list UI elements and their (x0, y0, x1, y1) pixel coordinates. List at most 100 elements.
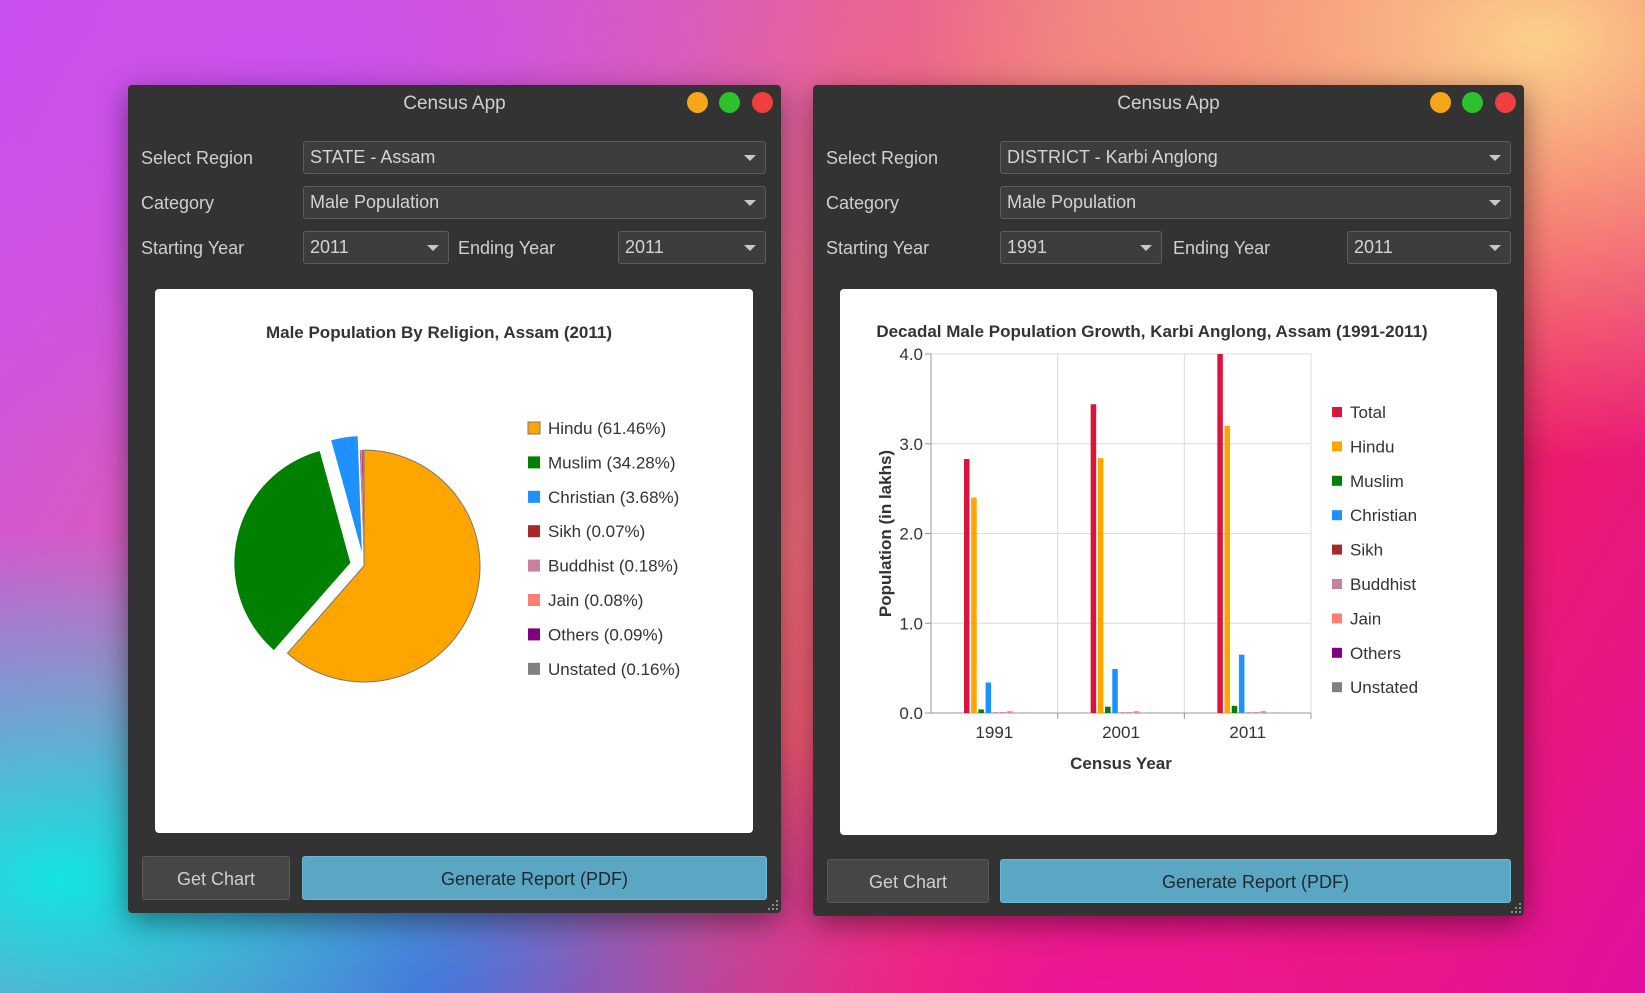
select-region-label: Select Region (141, 148, 254, 168)
pie-slice-jain (361, 450, 364, 566)
category-select[interactable]: Male Population (303, 186, 766, 219)
legend-swatch-sikh (1332, 544, 1342, 555)
chevron-down-icon (1489, 200, 1501, 206)
legend-label-muslim: Muslim (34.28%) (548, 453, 676, 472)
chart-title: Decadal Male Population Growth, Karbi An… (876, 322, 1427, 341)
legend-swatch-muslim (528, 456, 540, 469)
census-app-window-state: Census App Select Region STATE - Assam C… (128, 85, 781, 913)
ending-year-label: Ending Year (1173, 238, 1271, 258)
legend-label-christian: Christian (3.68%) (548, 488, 679, 507)
legend-swatch-christian (528, 490, 540, 503)
legend-swatch-hindu (527, 421, 541, 435)
x-tick-label: 1991 (975, 723, 1013, 742)
chevron-down-icon (744, 155, 756, 161)
x-tick-label: 2011 (1229, 723, 1266, 742)
legend-swatch-christian (1332, 510, 1342, 521)
maximize-icon[interactable] (719, 92, 740, 113)
x-tick-label: 2001 (1102, 723, 1140, 742)
y-axis-title: Population (in lakhs) (876, 450, 895, 617)
bar-muslim-2011 (1231, 705, 1238, 713)
legend-swatch-jain (1332, 613, 1342, 624)
starting-year-value: 1991 (1007, 237, 1048, 257)
close-icon[interactable] (1495, 92, 1516, 113)
select-region-label: Select Region (826, 148, 939, 168)
legend-swatch-hindu (1332, 441, 1342, 452)
region-select-value: STATE - Assam (310, 147, 436, 167)
ending-year-select[interactable]: 2011 (618, 231, 766, 264)
pie-chart-panel: Male Population By Religion, Assam (2011… (155, 289, 753, 833)
bar-total-1991 (964, 459, 970, 713)
legend-swatch-total (1332, 407, 1342, 417)
legend-swatch-unstated (1332, 682, 1342, 693)
region-select[interactable]: STATE - Assam (303, 141, 766, 174)
legend-label-christian: Christian (1350, 506, 1417, 525)
generate-report-label: Generate Report (PDF) (440, 869, 629, 889)
ending-year-label: Ending Year (458, 238, 556, 258)
bar-buddhist-2001 (1126, 712, 1133, 713)
chevron-down-icon (1489, 155, 1501, 161)
title-bar[interactable]: Census App (128, 85, 781, 121)
chevron-down-icon (744, 200, 756, 206)
starting-year-select[interactable]: 2011 (303, 231, 449, 264)
bar-hindu-2001 (1097, 458, 1104, 713)
bar-jain-2011 (1260, 711, 1267, 713)
bar-buddhist-1991 (1000, 712, 1006, 713)
minimize-icon[interactable] (1430, 92, 1451, 113)
pie-slice-buddhist (360, 450, 364, 566)
ending-year-select[interactable]: 2011 (1347, 231, 1511, 264)
legend-label-buddhist: Buddhist (1350, 575, 1416, 594)
category-select[interactable]: Male Population (1000, 186, 1511, 219)
bar-jain-2001 (1133, 711, 1140, 713)
bar-chart-panel: Decadal Male Population Growth, Karbi An… (840, 289, 1497, 835)
resize-grip-icon[interactable] (1510, 902, 1522, 914)
bar-muslim-2001 (1105, 706, 1111, 713)
get-chart-button[interactable]: Get Chart (827, 859, 989, 903)
legend-swatch-buddhist (1332, 579, 1342, 589)
bar-christian-2001 (1112, 669, 1118, 713)
legend-label-sikh: Sikh (1350, 541, 1383, 560)
window-title: Census App (1117, 93, 1220, 114)
legend-label-jain: Jain (0.08%) (548, 591, 643, 610)
maximize-icon[interactable] (1462, 92, 1483, 113)
legend-swatch-jain (528, 594, 540, 606)
generate-report-button[interactable]: Generate Report (PDF) (302, 856, 767, 900)
bar-muslim-1991 (978, 709, 984, 713)
chevron-down-icon (427, 245, 439, 251)
legend-label-unstated: Unstated (1350, 678, 1418, 697)
bar-buddhist-2011 (1253, 712, 1259, 713)
title-bar[interactable]: Census App (813, 85, 1524, 121)
region-select[interactable]: DISTRICT - Karbi Anglong (1000, 141, 1511, 174)
chart-title: Male Population By Religion, Assam (2011… (266, 323, 612, 342)
minimize-icon[interactable] (687, 92, 708, 113)
y-tick-label: 2.0 (899, 525, 923, 544)
legend-swatch-buddhist (528, 559, 540, 572)
region-select-value: DISTRICT - Karbi Anglong (1007, 147, 1218, 167)
pie-slice-others (362, 450, 364, 566)
resize-grip-icon[interactable] (767, 899, 779, 911)
window-title: Census App (403, 93, 506, 114)
legend-label-unstated: Unstated (0.16%) (548, 660, 680, 679)
legend-swatch-unstated (528, 662, 540, 675)
category-label: Category (141, 193, 215, 213)
pie-slice-christian (331, 436, 362, 553)
chevron-down-icon (1140, 245, 1152, 251)
close-icon[interactable] (752, 92, 773, 113)
generate-report-button[interactable]: Generate Report (PDF) (1000, 859, 1511, 903)
y-tick-label: 4.0 (899, 345, 923, 364)
chevron-down-icon (1489, 245, 1501, 251)
legend-label-total: Total (1350, 403, 1386, 422)
pie-slice-sikh (359, 450, 364, 566)
ending-year-value: 2011 (1354, 237, 1393, 257)
y-tick-label: 0.0 (899, 704, 923, 723)
y-tick-label: 1.0 (899, 614, 923, 633)
chevron-down-icon (744, 245, 756, 251)
generate-report-label: Generate Report (PDF) (1161, 872, 1350, 892)
pie-chart: Male Population By Religion, Assam (2011… (234, 323, 680, 683)
get-chart-button[interactable]: Get Chart (142, 856, 290, 900)
category-select-value: Male Population (310, 192, 440, 212)
category-select-value: Male Population (1007, 192, 1137, 212)
bar-chart: Decadal Male Population Growth, Karbi An… (876, 322, 1428, 773)
bar-hindu-1991 (971, 497, 977, 713)
starting-year-select[interactable]: 1991 (1000, 231, 1162, 264)
starting-year-label: Starting Year (826, 238, 930, 258)
